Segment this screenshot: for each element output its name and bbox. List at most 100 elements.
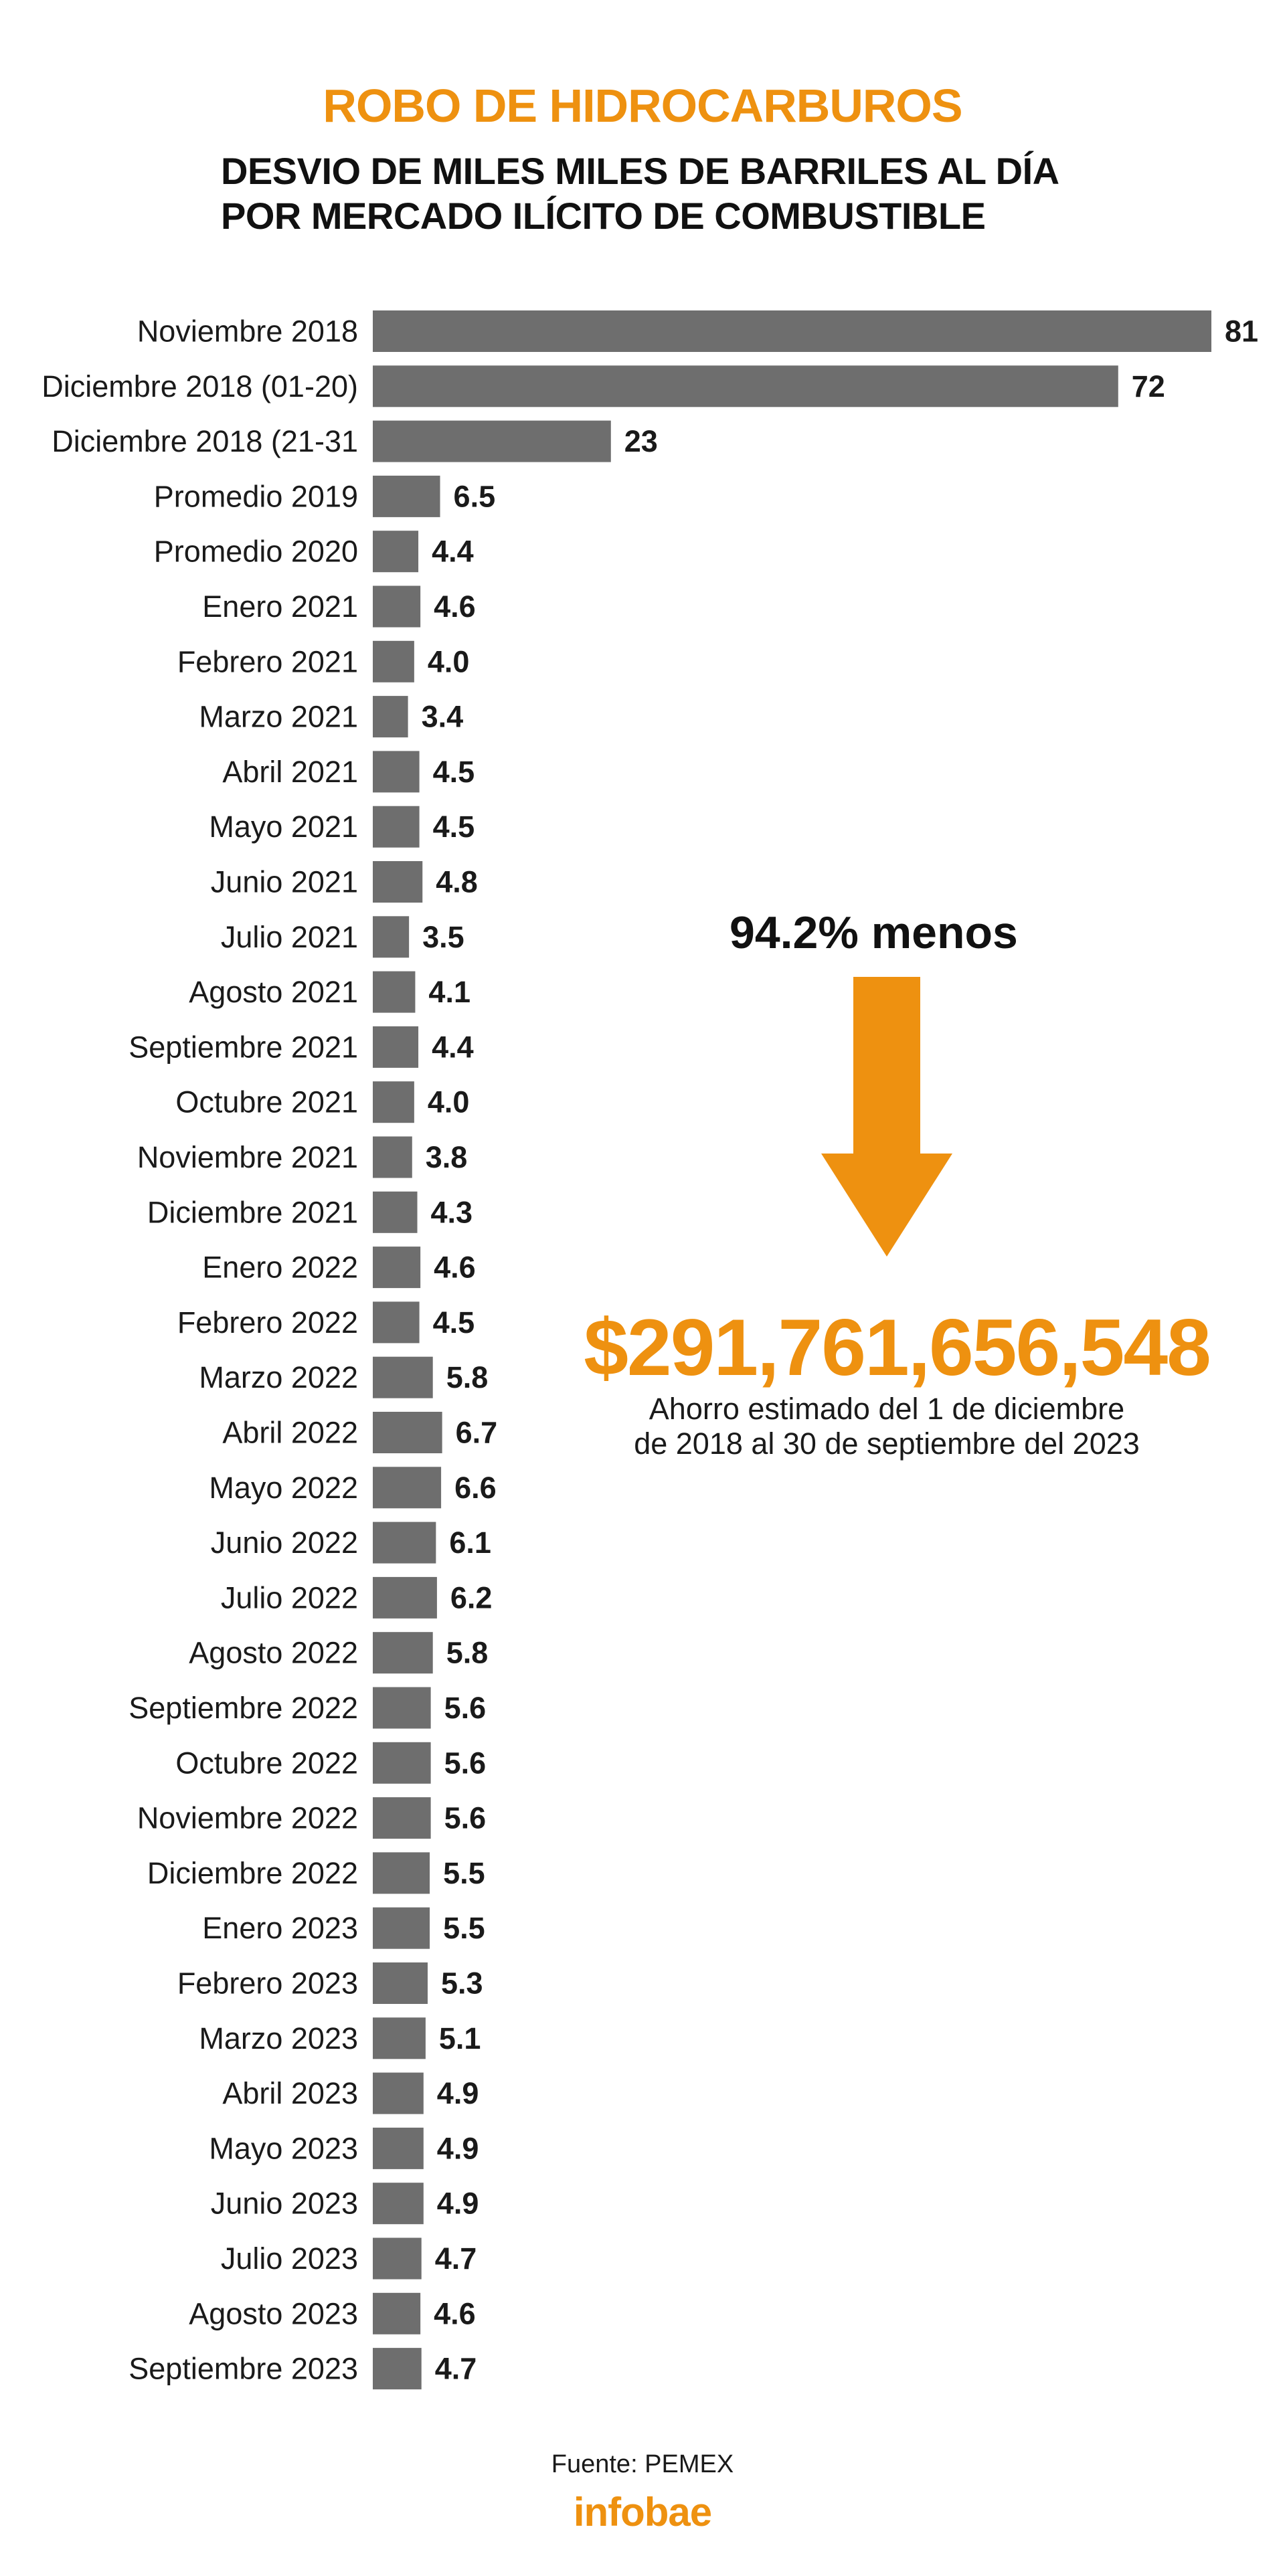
data-label: 5.6: [444, 1801, 487, 1835]
bar: [373, 806, 420, 848]
category-label: Diciembre 2018 (01-20): [41, 369, 358, 403]
bar: [373, 2237, 422, 2280]
data-label: 4.8: [436, 865, 478, 899]
bar: [373, 1467, 442, 1509]
data-label: 6.2: [450, 1580, 493, 1615]
category-label: Mayo 2021: [209, 810, 358, 844]
chart-subtitle: DESVIO DE MILES MILES DE BARRILES AL DÍA…: [221, 149, 1059, 238]
category-label: Noviembre 2022: [137, 1801, 358, 1835]
bar: [373, 365, 1118, 407]
bar: [373, 1247, 421, 1289]
bar: [373, 696, 408, 738]
bar: [373, 1191, 418, 1233]
subtitle-line-1: DESVIO DE MILES MILES DE BARRILES AL DÍA: [221, 150, 1059, 192]
category-label: Junio 2022: [211, 1526, 358, 1560]
bar: [373, 640, 414, 682]
data-label: 4.9: [437, 2076, 479, 2110]
category-label: Abril 2021: [222, 755, 358, 789]
bar: [373, 1797, 431, 1839]
data-label: 6.5: [454, 479, 496, 513]
category-label: Julio 2021: [221, 920, 358, 954]
bar: [373, 1852, 430, 1894]
bar: [373, 1356, 433, 1398]
bar: [373, 2072, 424, 2114]
data-label: 4.5: [433, 1305, 475, 1340]
bar: [373, 1081, 414, 1123]
data-label: 5.5: [443, 1911, 485, 1945]
bar: [373, 310, 1211, 352]
category-label: Febrero 2023: [177, 1966, 358, 2001]
data-label: 6.6: [454, 1471, 497, 1505]
data-label: 4.6: [434, 2296, 476, 2330]
bar: [373, 2348, 422, 2390]
category-label: Julio 2022: [221, 1580, 358, 1615]
bar: [373, 916, 410, 958]
category-label: Septiembre 2021: [128, 1030, 358, 1064]
bar: [373, 751, 420, 793]
bar: [373, 971, 416, 1013]
category-label: Mayo 2023: [209, 2131, 358, 2165]
savings-amount: $291,761,656,548: [584, 1303, 1211, 1392]
data-label: 4.1: [428, 975, 470, 1009]
data-label: 5.1: [439, 2021, 481, 2055]
bar-chart: Noviembre 2018 81 Diciembre 2018 (01-20) 72…: [41, 310, 1258, 2390]
bar: [373, 1742, 431, 1784]
category-label: Diciembre 2021: [147, 1195, 358, 1229]
category-label: Diciembre 2022: [147, 1856, 358, 1890]
bar: [373, 475, 440, 517]
data-label: 5.5: [443, 1856, 485, 1890]
category-label: Noviembre 2021: [137, 1140, 358, 1174]
data-label: 3.8: [426, 1140, 468, 1174]
bar: [373, 1136, 412, 1178]
category-label: Marzo 2022: [199, 1360, 358, 1394]
bar: [373, 1576, 437, 1619]
data-label: 4.4: [432, 1030, 474, 1064]
data-label: 6.7: [456, 1416, 498, 1450]
data-label: 81: [1225, 314, 1258, 349]
category-label: Agosto 2022: [189, 1636, 358, 1670]
data-label: 4.0: [428, 644, 470, 678]
bar: [373, 2017, 426, 2059]
data-label: 4.7: [435, 2241, 477, 2276]
bar: [373, 531, 419, 573]
down-arrow-icon: [821, 977, 952, 1257]
data-label: 5.6: [444, 1746, 487, 1780]
category-label: Septiembre 2023: [128, 2352, 358, 2386]
subtitle-line-2: POR MERCADO ILÍCITO DE COMBUSTIBLE: [221, 195, 986, 237]
category-label: Junio 2021: [211, 865, 358, 899]
savings-note-line-2: de 2018 al 30 de septiembre del 2023: [634, 1427, 1140, 1461]
category-label: Noviembre 2018: [137, 314, 358, 349]
data-label: 4.4: [432, 535, 474, 569]
category-label: Enero 2021: [202, 589, 358, 624]
data-label: 3.4: [422, 700, 464, 734]
bar: [373, 861, 423, 903]
data-label: 4.3: [431, 1195, 473, 1229]
data-label: 5.6: [444, 1691, 487, 1725]
bar: [373, 1026, 419, 1068]
infobae-logo: infobae: [573, 2490, 712, 2535]
savings-note: Ahorro estimado del 1 de diciembre de 20…: [0, 1392, 1285, 1461]
category-label: Promedio 2020: [154, 535, 358, 569]
category-label: Febrero 2021: [177, 644, 358, 678]
bar: [373, 1412, 442, 1453]
category-label: Septiembre 2022: [128, 1691, 358, 1725]
data-label: 23: [624, 424, 658, 458]
category-label: Abril 2023: [222, 2076, 358, 2110]
category-label: Abril 2022: [222, 1416, 358, 1450]
category-label: Mayo 2022: [209, 1471, 358, 1505]
data-label: 4.7: [435, 2352, 477, 2386]
bar: [373, 2292, 421, 2334]
category-label: Enero 2023: [202, 1911, 358, 1945]
category-label: Agosto 2023: [189, 2296, 358, 2330]
bar: [373, 2127, 424, 2169]
bar: [373, 420, 611, 462]
source-note: Fuente: PEMEX: [551, 2450, 734, 2478]
data-label: 72: [1132, 369, 1165, 403]
bar: [373, 1632, 433, 1674]
bar: [373, 1962, 428, 2004]
category-label: Marzo 2021: [199, 700, 358, 734]
bar: [373, 1301, 420, 1344]
bar: [373, 1522, 436, 1564]
bar: [373, 585, 421, 628]
bar: [373, 2183, 424, 2225]
